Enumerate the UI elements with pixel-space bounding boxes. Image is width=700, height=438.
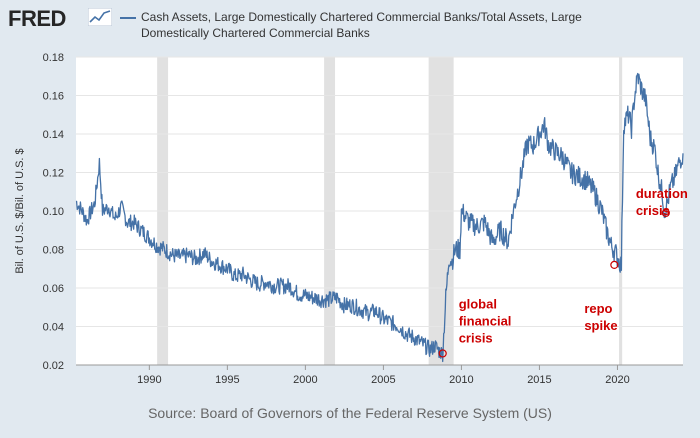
x-tick-label: 2000 xyxy=(293,374,317,386)
series-line xyxy=(75,72,684,363)
x-tick-label: 2010 xyxy=(449,374,473,386)
annotation-label: global xyxy=(459,296,497,311)
annotation-label: repo xyxy=(584,301,612,316)
x-tick-label: 2005 xyxy=(371,374,395,386)
y-tick-label: 0.16 xyxy=(43,91,64,103)
y-tick-label: 0.14 xyxy=(43,129,64,141)
x-tick-label: 2020 xyxy=(605,374,629,386)
y-tick-label: 0.08 xyxy=(43,245,64,257)
y-tick-label: 0.10 xyxy=(43,206,64,218)
annotation-label: spike xyxy=(584,318,617,333)
annotation-label: crisis xyxy=(459,330,493,345)
y-tick-label: 0.06 xyxy=(43,283,64,295)
x-tick-label: 1990 xyxy=(137,374,161,386)
x-tick-label: 1995 xyxy=(215,374,239,386)
y-axis-label: Bil. of U.S. $/Bil. of U.S. $ xyxy=(14,148,26,273)
legend-label: Cash Assets, Large Domestically Chartere… xyxy=(141,10,582,40)
y-tick-label: 0.18 xyxy=(43,52,64,64)
fred-chart-icon xyxy=(88,8,112,26)
annotation-marker xyxy=(661,208,670,218)
annotation-label: financial xyxy=(459,313,512,328)
legend-swatch xyxy=(120,17,136,19)
annotation-label: duration xyxy=(636,186,688,201)
fred-logo: FRED xyxy=(8,6,66,31)
source-note: Source: Board of Governors of the Federa… xyxy=(148,405,552,421)
annotation-marker xyxy=(610,260,619,269)
annotation-label: crisis xyxy=(636,203,670,218)
y-tick-label: 0.12 xyxy=(43,168,64,180)
x-tick-label: 2015 xyxy=(527,374,551,386)
y-tick-label: 0.02 xyxy=(43,360,64,372)
line-chart: 0.02 0.04 0.06 0.08 0.10 0.12 0.14 0.16 0.18 1990… xyxy=(14,52,688,386)
annotation-marker xyxy=(438,349,447,358)
y-tick-label: 0.04 xyxy=(43,322,64,334)
